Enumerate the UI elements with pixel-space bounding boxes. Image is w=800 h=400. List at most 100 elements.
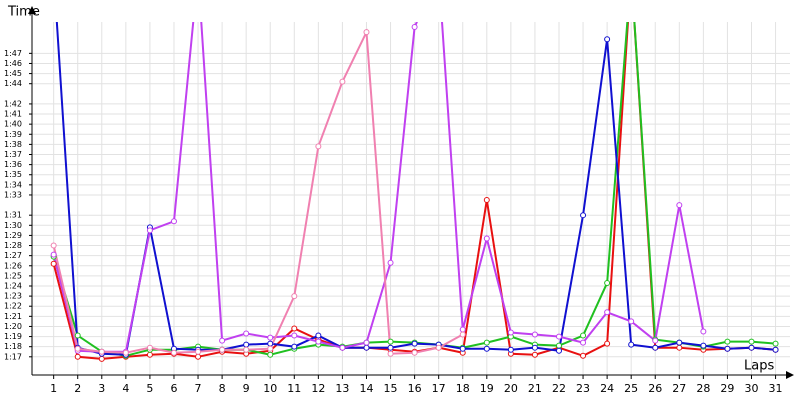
x-tick-label: 19 xyxy=(480,382,494,395)
data-point xyxy=(387,259,394,266)
y-tick-label: 1:39 xyxy=(4,130,22,139)
data-point xyxy=(604,309,611,316)
y-tick-label: 1:42 xyxy=(4,99,22,108)
data-point xyxy=(291,332,298,339)
y-tick-label: 1:18 xyxy=(4,342,22,351)
data-point xyxy=(652,344,659,351)
x-tick-label: 6 xyxy=(170,382,177,395)
x-tick-label: 17 xyxy=(432,382,446,395)
x-axis-arrow xyxy=(786,371,794,379)
data-point xyxy=(339,78,346,85)
x-tick-label: 11 xyxy=(287,382,301,395)
y-tick-label: 1:28 xyxy=(4,241,22,250)
data-point xyxy=(531,344,538,351)
data-point xyxy=(772,346,779,353)
y-tick-label: 1:22 xyxy=(4,302,22,311)
x-tick-label: 20 xyxy=(504,382,518,395)
x-tick-label: 21 xyxy=(528,382,542,395)
y-tick-label: 1:20 xyxy=(4,322,22,331)
data-point xyxy=(387,344,394,351)
y-tick-label: 1:30 xyxy=(4,221,22,230)
data-point xyxy=(483,339,490,346)
data-point xyxy=(459,326,466,333)
data-point xyxy=(195,348,202,355)
data-point xyxy=(580,212,587,219)
data-point xyxy=(243,341,250,348)
data-point xyxy=(98,348,105,355)
data-point xyxy=(315,143,322,150)
data-point xyxy=(772,340,779,347)
data-point xyxy=(580,332,587,339)
y-tick-label: 1:41 xyxy=(4,110,22,119)
x-tick-label: 15 xyxy=(384,382,398,395)
data-point xyxy=(580,339,587,346)
y-tick-label: 1:37 xyxy=(4,150,22,159)
data-point xyxy=(98,355,105,362)
data-point xyxy=(243,330,250,337)
y-tick-label: 1:46 xyxy=(4,59,22,68)
data-point xyxy=(291,325,298,332)
y-tick-label: 1:21 xyxy=(4,312,22,321)
y-tick-label: 1:36 xyxy=(4,160,22,169)
data-point xyxy=(411,24,418,31)
data-point xyxy=(267,340,274,347)
data-point xyxy=(435,344,442,351)
data-point xyxy=(195,353,202,360)
data-point xyxy=(219,346,226,353)
data-point xyxy=(219,337,226,344)
data-point xyxy=(531,331,538,338)
data-point xyxy=(74,353,81,360)
data-point xyxy=(50,260,57,267)
x-tick-label: 30 xyxy=(744,382,758,395)
data-point xyxy=(291,293,298,300)
data-point xyxy=(483,197,490,204)
data-point xyxy=(628,341,635,348)
x-tick-label: 2 xyxy=(74,382,81,395)
series-line xyxy=(52,28,464,355)
data-point xyxy=(170,218,177,225)
data-point xyxy=(628,318,635,325)
data-point xyxy=(555,333,562,340)
y-tick-label: 1:38 xyxy=(4,140,22,149)
x-tick-label: 18 xyxy=(456,382,470,395)
plot-area xyxy=(50,22,779,362)
data-point xyxy=(267,334,274,341)
data-point xyxy=(146,227,153,234)
x-tick-label: 26 xyxy=(648,382,662,395)
data-point xyxy=(531,351,538,358)
data-point xyxy=(580,352,587,359)
y-tick-label: 1:17 xyxy=(4,352,22,361)
y-tick-label: 1:40 xyxy=(4,120,22,129)
data-point xyxy=(315,332,322,339)
x-tick-label: 24 xyxy=(600,382,614,395)
data-point xyxy=(507,346,514,353)
x-tick-label: 3 xyxy=(98,382,105,395)
x-tick-label: 31 xyxy=(769,382,783,395)
data-point xyxy=(676,339,683,346)
y-tick-label: 1:27 xyxy=(4,251,22,260)
data-point xyxy=(483,345,490,352)
data-point xyxy=(676,344,683,351)
x-tick-label: 1 xyxy=(50,382,57,395)
data-point xyxy=(363,344,370,351)
y-tick-label: 1:47 xyxy=(4,49,22,58)
x-tick-label: 22 xyxy=(552,382,566,395)
grid xyxy=(29,22,790,379)
data-point xyxy=(604,279,611,286)
x-tick-label: 14 xyxy=(359,382,373,395)
data-point xyxy=(459,331,466,338)
data-point xyxy=(700,328,707,335)
series-line xyxy=(52,22,705,353)
x-tick-label: 7 xyxy=(195,382,202,395)
data-point xyxy=(604,340,611,347)
x-tick-label: 16 xyxy=(408,382,422,395)
data-point xyxy=(555,347,562,354)
x-tick-label: 8 xyxy=(219,382,226,395)
x-tick-label: 25 xyxy=(624,382,638,395)
y-tick-label: 1:31 xyxy=(4,211,22,220)
x-axis-label: Laps xyxy=(744,359,774,374)
x-tick-label: 9 xyxy=(243,382,250,395)
data-point xyxy=(74,332,81,339)
